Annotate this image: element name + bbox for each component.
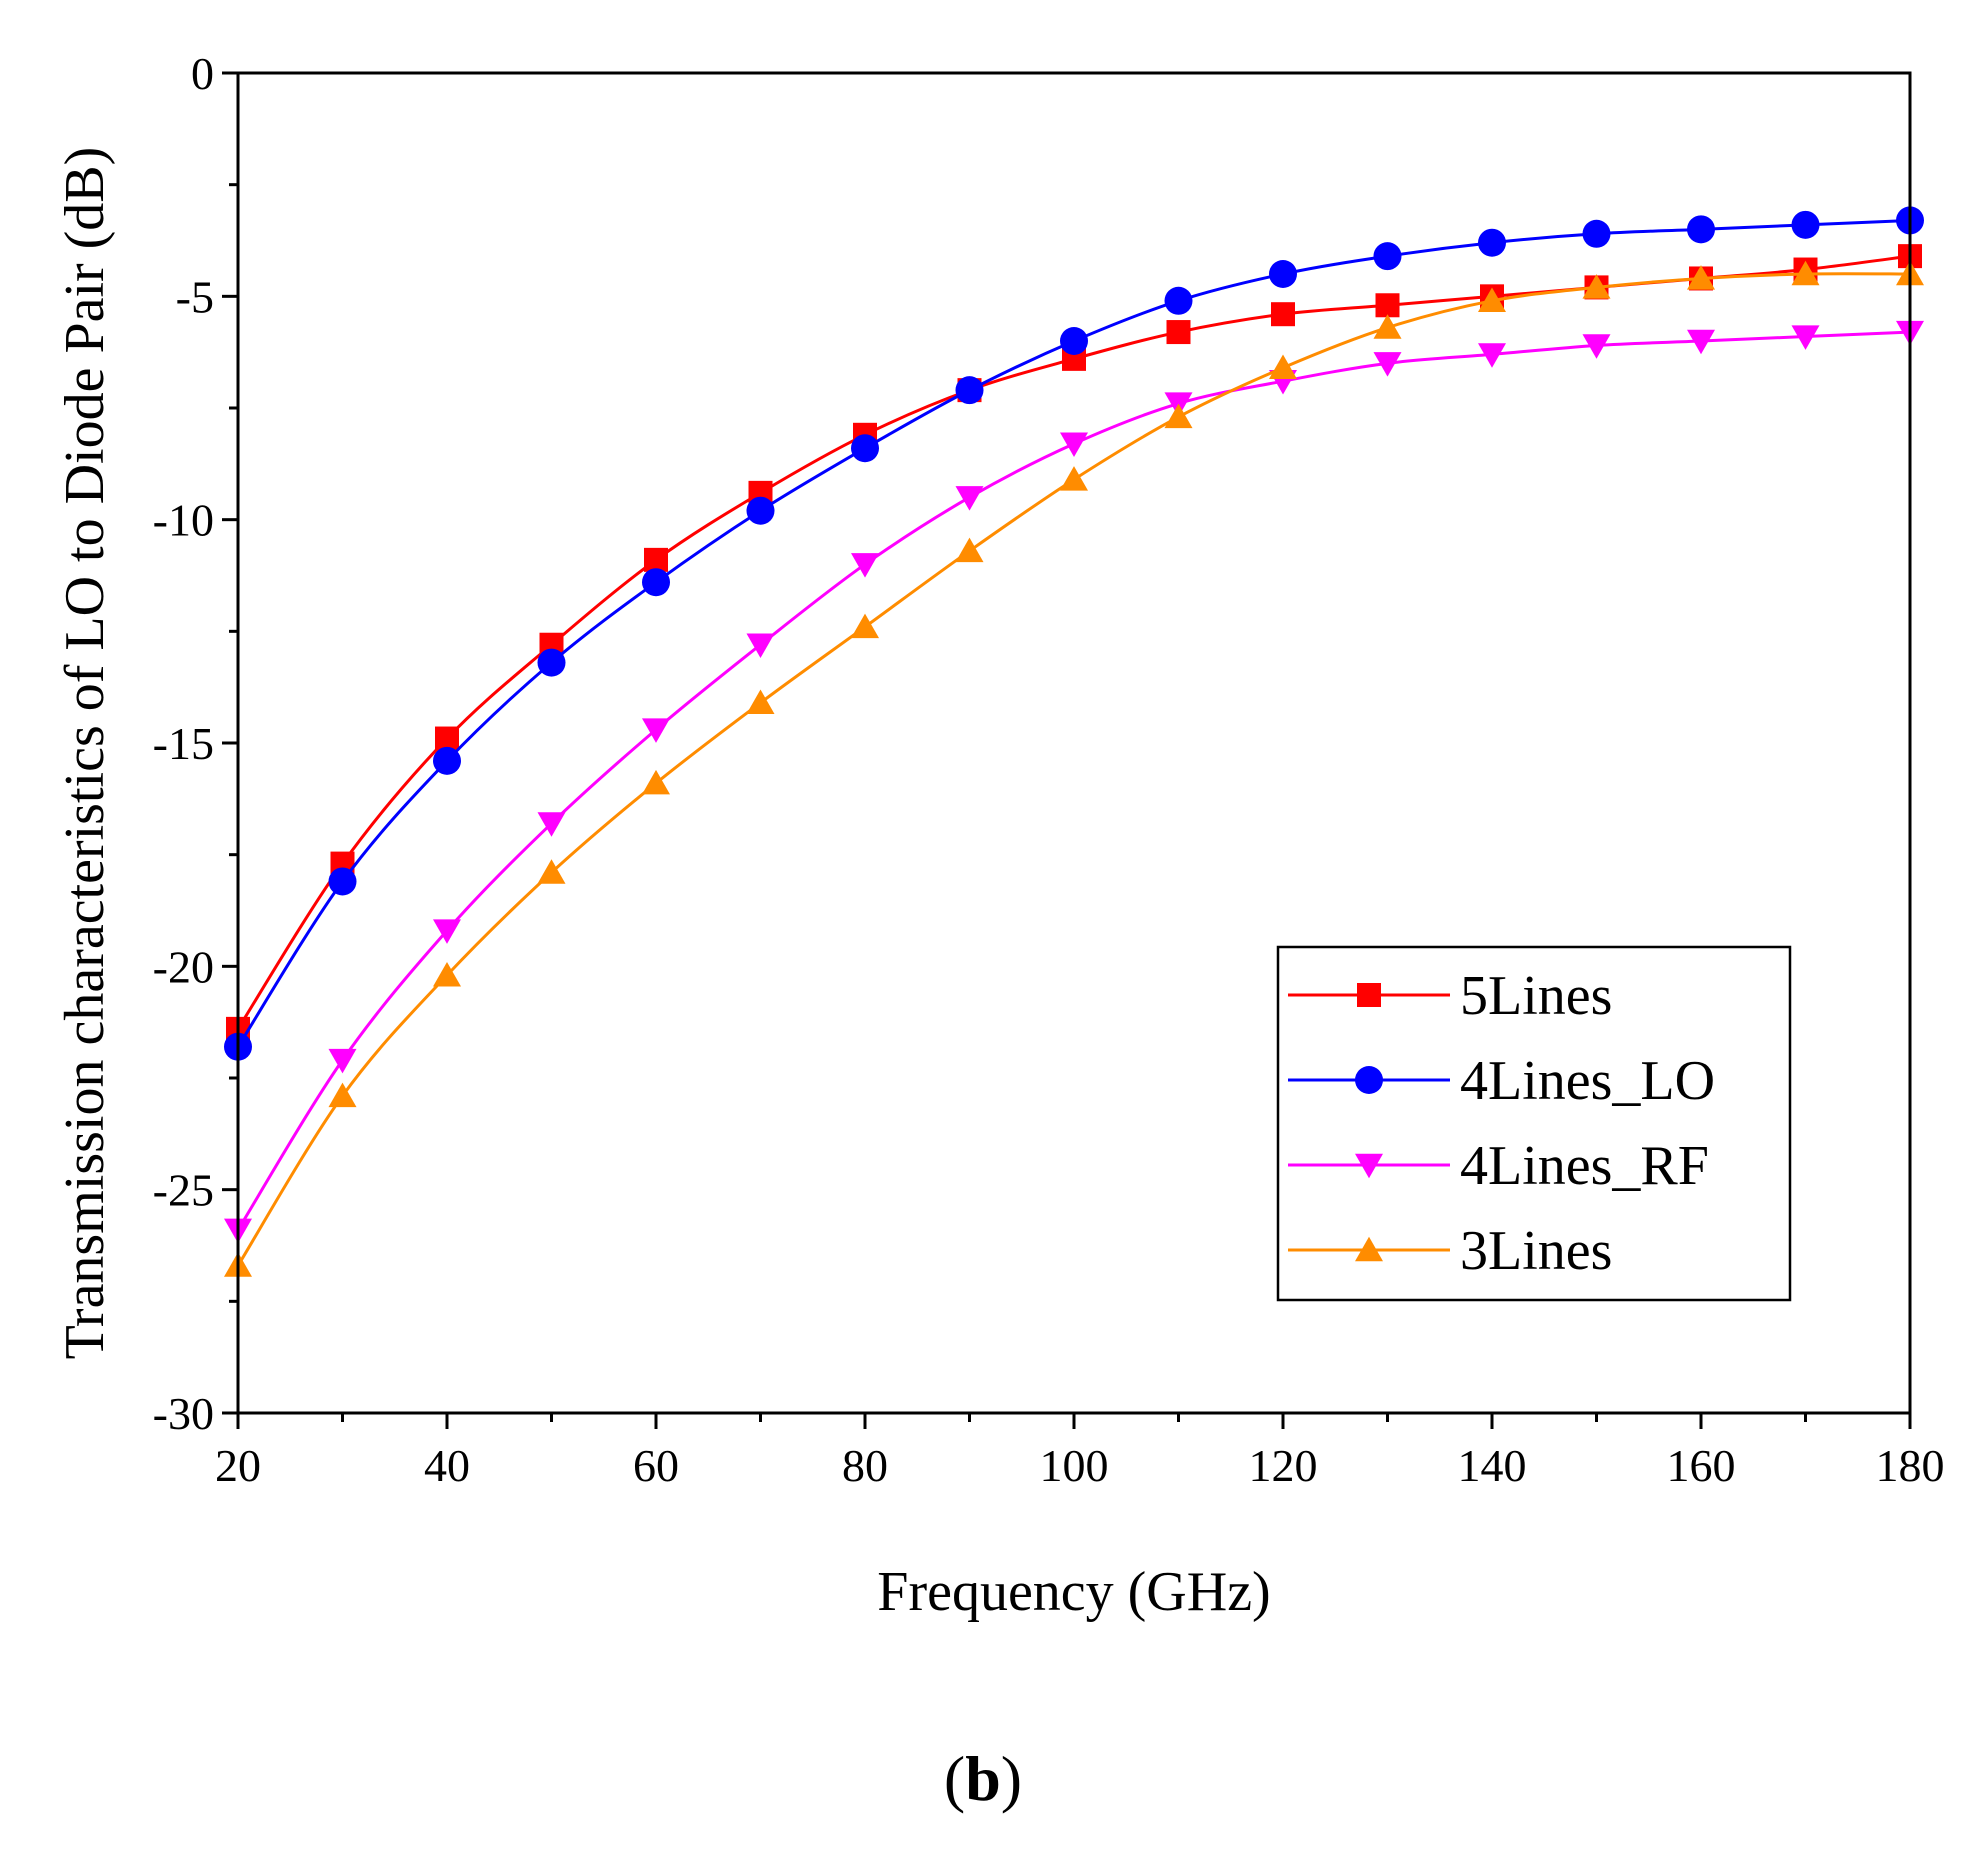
x-tick-label: 140 xyxy=(1458,1440,1527,1491)
legend-item: 4Lines_RF xyxy=(1288,1135,1709,1197)
legend-marker xyxy=(1355,1066,1383,1094)
data-point xyxy=(1164,286,1193,315)
y-tick-label: -15 xyxy=(153,718,214,769)
x-tick-label: 40 xyxy=(424,1440,470,1491)
data-point xyxy=(1373,242,1402,271)
data-point xyxy=(1269,260,1297,288)
data-point xyxy=(851,613,879,639)
data-point xyxy=(746,496,775,525)
series-line xyxy=(236,272,1911,1267)
data-point xyxy=(537,648,566,677)
data-point xyxy=(537,859,566,884)
data-point xyxy=(1582,334,1611,359)
data-point xyxy=(1060,432,1088,458)
data-point xyxy=(1271,302,1295,327)
data-point xyxy=(642,718,670,743)
y-tick-label: -10 xyxy=(153,495,214,546)
data-point xyxy=(955,537,984,563)
data-point xyxy=(328,1082,357,1108)
legend-label: 3Lines xyxy=(1460,1220,1612,1282)
x-tick-label: 160 xyxy=(1667,1440,1736,1491)
data-point xyxy=(433,961,461,987)
y-tick-label: -30 xyxy=(153,1388,214,1439)
data-point xyxy=(955,376,984,405)
y-tick-label: -5 xyxy=(176,271,214,322)
x-tick-label: 100 xyxy=(1040,1440,1109,1491)
data-point xyxy=(1375,293,1400,318)
data-point xyxy=(537,812,566,837)
data-point xyxy=(433,919,461,944)
legend-marker xyxy=(1357,983,1381,1007)
data-point xyxy=(1478,343,1506,368)
data-point xyxy=(1791,325,1820,350)
data-point xyxy=(1373,314,1402,339)
plot-frame xyxy=(236,71,1912,1415)
data-point xyxy=(1687,265,1715,290)
y-tick-label: -20 xyxy=(153,941,214,992)
tick-labels: 20 40 60 80 100 120 140 160 180 0 -5 -10 -15 -20 -25 -3… xyxy=(153,48,1945,1491)
data-point xyxy=(1582,274,1611,299)
data-point xyxy=(1687,215,1715,244)
series-line xyxy=(236,218,1911,1048)
x-tick-label: 20 xyxy=(215,1440,261,1491)
series-layer xyxy=(224,206,1924,1277)
x-axis-title: Frequency (GHz) xyxy=(877,1561,1270,1623)
panel-label: (b) xyxy=(944,1743,1022,1814)
series-5lines xyxy=(226,244,1922,1041)
series-3lines xyxy=(224,260,1924,1277)
legend-item: 5Lines xyxy=(1288,965,1612,1027)
legend-label: 4Lines_RF xyxy=(1460,1135,1709,1197)
series-4lines-lo xyxy=(224,206,1924,1061)
data-point xyxy=(642,568,670,597)
legend: 5Lines 4Lines_LO 4Lines_RF 3Lines xyxy=(1276,945,1792,1302)
data-point xyxy=(435,726,459,751)
data-point xyxy=(1478,287,1506,312)
panel-label-letter: b xyxy=(965,1743,1001,1814)
data-point xyxy=(1060,327,1088,355)
y-tick-label: -25 xyxy=(153,1165,214,1216)
legend-item: 4Lines_LO xyxy=(1288,1050,1715,1112)
x-tick-label: 120 xyxy=(1249,1440,1318,1491)
data-point xyxy=(746,689,775,714)
data-point xyxy=(433,746,461,775)
x-tick-label: 180 xyxy=(1876,1440,1945,1491)
data-point xyxy=(1373,352,1402,377)
panel-label-close: ) xyxy=(1001,1743,1022,1814)
legend-label: 4Lines_LO xyxy=(1460,1050,1715,1112)
data-point xyxy=(328,1048,357,1074)
data-point xyxy=(1478,228,1506,257)
data-point xyxy=(1060,466,1088,491)
x-tick-label: 60 xyxy=(633,1440,679,1491)
panel-label-open: ( xyxy=(944,1743,965,1814)
data-point xyxy=(1791,210,1820,239)
data-point xyxy=(955,486,984,511)
legend-item: 3Lines xyxy=(1288,1220,1612,1282)
data-point xyxy=(746,633,775,659)
data-point xyxy=(328,867,357,896)
data-point xyxy=(1582,219,1611,248)
data-point xyxy=(1687,329,1715,355)
legend-marker xyxy=(1355,1236,1383,1262)
data-point xyxy=(642,769,670,795)
legend-marker xyxy=(1355,1153,1383,1179)
data-point xyxy=(1269,354,1297,379)
data-point xyxy=(1791,260,1820,286)
data-point xyxy=(851,434,879,463)
data-point xyxy=(851,553,879,578)
data-point xyxy=(1166,320,1191,345)
series-line xyxy=(236,254,1911,1030)
x-tick-label: 80 xyxy=(842,1440,888,1491)
legend-label: 5Lines xyxy=(1460,965,1612,1027)
y-tick-label: 0 xyxy=(191,48,214,99)
y-axis-title: Transmission characteristics of LO to Di… xyxy=(54,147,116,1360)
series-line xyxy=(236,330,1911,1231)
data-point xyxy=(644,547,668,572)
data-point xyxy=(1164,403,1193,429)
